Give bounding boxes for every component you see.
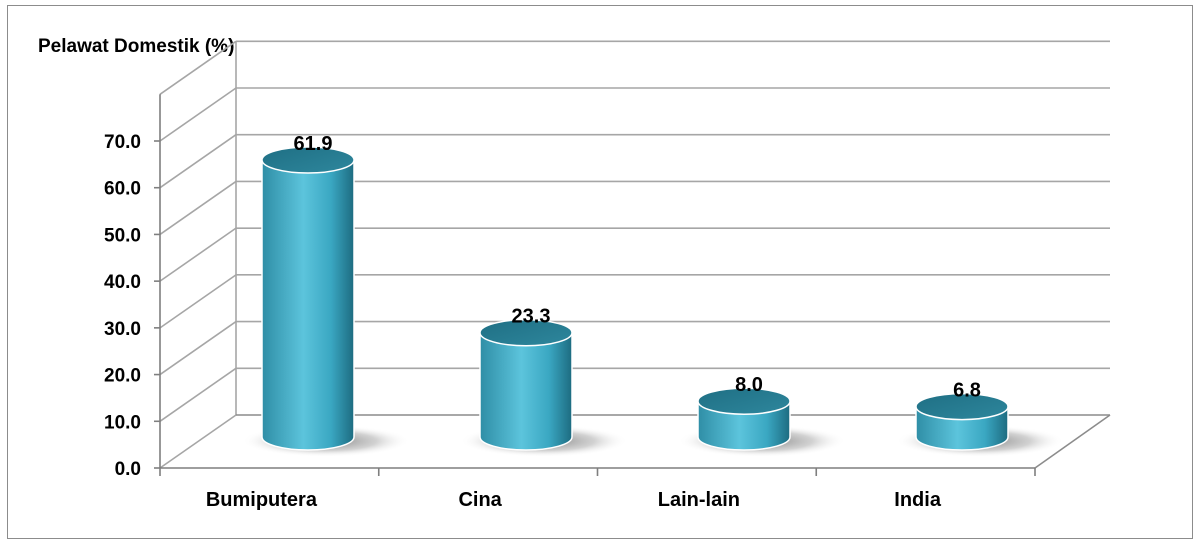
bar-top	[261, 146, 355, 174]
bar-top	[479, 318, 573, 347]
bar	[242, 146, 410, 457]
gridline-side	[159, 414, 237, 469]
data-label: 8.0	[735, 374, 763, 396]
gridline-side	[159, 40, 237, 95]
bar-body	[697, 400, 791, 451]
gridline-side	[159, 87, 237, 142]
data-label: 6.8	[953, 380, 981, 402]
bar	[460, 318, 628, 457]
category-label: Cina	[458, 489, 502, 511]
bar-top	[915, 392, 1009, 421]
category-label: Lain-lain	[658, 489, 740, 511]
y-tick-label: 60.0	[104, 179, 141, 200]
y-tick-label: 10.0	[104, 412, 141, 433]
y-tick-label: 0.0	[115, 459, 141, 480]
gridline-side	[159, 180, 237, 236]
y-tick-label: 30.0	[104, 319, 141, 340]
axis-layer: 0.0 10.0 20.0 30.0 40.0 50.0 60.0 70.0	[104, 94, 1036, 480]
gridline-side	[159, 227, 237, 282]
data-label: 23.3	[512, 306, 551, 328]
category-label: India	[894, 489, 942, 511]
bars-layer	[242, 146, 1064, 457]
y-tick-label: 40.0	[104, 272, 141, 293]
bar-body	[479, 331, 573, 451]
gridline-side	[159, 134, 237, 189]
bar	[678, 387, 846, 457]
bar-top	[697, 387, 791, 415]
category-label: Bumiputera	[206, 489, 318, 511]
y-tick-label: 70.0	[104, 132, 141, 153]
floor-right-edge	[1034, 414, 1111, 469]
bar-body	[261, 159, 355, 451]
gridline-side	[159, 320, 237, 376]
labels-layer: 61.9 Bumiputera 23.3 Cina 8.0 Lain-lain 6.8 Ind…	[206, 133, 981, 511]
data-label: 61.9	[294, 133, 333, 155]
gridline-side	[159, 274, 237, 329]
bar	[896, 392, 1064, 457]
y-tick-label: 20.0	[104, 366, 141, 387]
gridline-side	[159, 367, 237, 422]
chart-title: Pelawat Domestik (%)	[38, 36, 235, 57]
y-tick-label: 50.0	[104, 225, 141, 246]
grid-layer	[159, 40, 1111, 469]
